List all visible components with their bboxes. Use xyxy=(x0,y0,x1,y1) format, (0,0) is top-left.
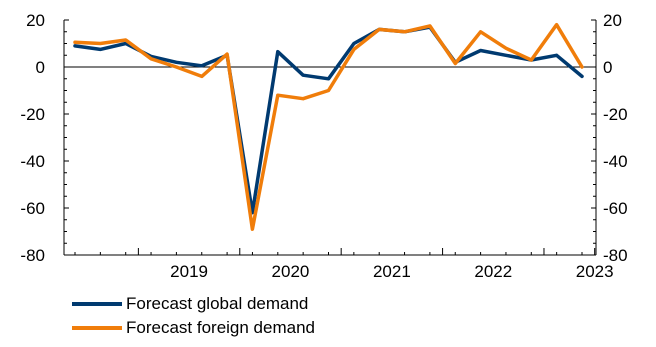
series-lines xyxy=(73,22,584,231)
x-tick-label: 2019 xyxy=(170,262,208,281)
legend-label-global-demand: Forecast global demand xyxy=(126,294,309,313)
y-tick-label-right: -60 xyxy=(603,199,628,218)
y-tick-label-left: -80 xyxy=(20,246,45,265)
legend-swatch-global-demand xyxy=(72,302,122,306)
y-tick-label-right: 0 xyxy=(603,58,612,77)
y-tick-label-left: -20 xyxy=(20,105,45,124)
legend-swatch-foreign-demand xyxy=(72,326,122,330)
y-tick-label-left: 20 xyxy=(26,11,45,30)
y-tick-label-right: -80 xyxy=(603,246,628,265)
x-tick-label: 2022 xyxy=(474,262,512,281)
y-tick-label-left: -60 xyxy=(20,199,45,218)
series-line-global-demand xyxy=(73,25,584,215)
x-tick-label: 2020 xyxy=(272,262,310,281)
x-tick-label: 2021 xyxy=(373,262,411,281)
legend-item-global-demand: Forecast global demand xyxy=(72,292,315,316)
x-tick-label: 2023 xyxy=(576,262,614,281)
y-tick-label-left: 0 xyxy=(36,58,45,77)
legend-item-foreign-demand: Forecast foreign demand xyxy=(72,316,315,340)
y-tick-label-left: -40 xyxy=(20,152,45,171)
legend-label-foreign-demand: Forecast foreign demand xyxy=(126,318,315,337)
legend: Forecast global demand Forecast foreign … xyxy=(72,292,315,340)
y-tick-label-right: -40 xyxy=(603,152,628,171)
y-tick-label-right: 20 xyxy=(603,11,622,30)
y-tick-label-right: -20 xyxy=(603,105,628,124)
series-line-foreign-demand xyxy=(73,22,584,231)
